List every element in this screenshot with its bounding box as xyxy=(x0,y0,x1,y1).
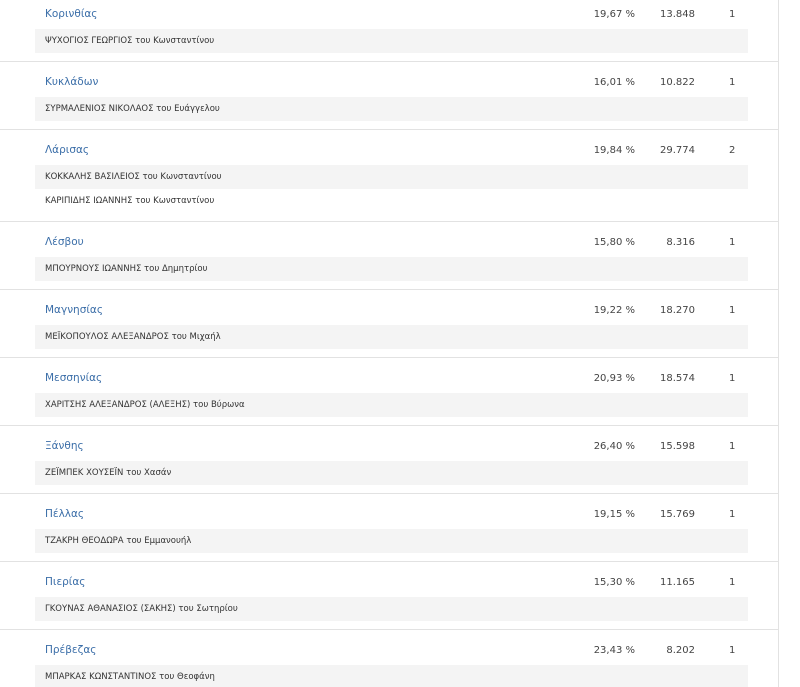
votes: 13.848 xyxy=(660,9,695,20)
percent: 19,15 % xyxy=(593,509,635,520)
region-row: Κορινθίας 19,67 % 13.848 1 ΨΥΧΟΓΙΟΣ ΓΕΩΡΓΙΟΣ… xyxy=(0,0,778,62)
percent: 19,67 % xyxy=(593,9,635,20)
votes: 11.165 xyxy=(660,577,695,588)
region-row: Κυκλάδων 16,01 % 10.822 1 ΣΥΡΜΑΛΕΝΙΟΣ ΝΙΚΟΛΑ… xyxy=(0,62,778,130)
region-row: Λέσβου 15,80 % 8.316 1 ΜΠΟΥΡΝΟΥΣ ΙΩΑΝΝΗΣ του… xyxy=(0,222,778,290)
votes: 18.574 xyxy=(660,373,695,384)
votes: 29.774 xyxy=(660,145,695,156)
candidate: ΨΥΧΟΓΙΟΣ ΓΕΩΡΓΙΟΣ του Κωνσταντίνου xyxy=(35,29,748,53)
seats: 1 xyxy=(729,9,736,20)
votes: 18.270 xyxy=(660,305,695,316)
seats: 1 xyxy=(729,577,736,588)
percent: 15,80 % xyxy=(593,237,635,248)
candidate: ΖΕΪΜΠΕΚ ΧΟΥΣΕΪΝ του Χασάν xyxy=(35,461,748,485)
seats: 2 xyxy=(729,145,736,156)
region-link[interactable]: Μαγνησίας xyxy=(45,304,104,316)
percent: 15,30 % xyxy=(593,577,635,588)
region-link[interactable]: Λέσβου xyxy=(45,236,84,248)
region-link[interactable]: Πρέβεζας xyxy=(45,644,97,656)
region-link[interactable]: Μεσσηνίας xyxy=(45,372,103,384)
seats: 1 xyxy=(729,373,736,384)
region-row: Πρέβεζας 23,43 % 8.202 1 ΜΠΑΡΚΑΣ ΚΩΝΣΤΑΝΤΙΝΟ… xyxy=(0,630,778,687)
percent: 19,84 % xyxy=(593,145,635,156)
region-link[interactable]: Πέλλας xyxy=(45,508,85,520)
region-row: Μαγνησίας 19,22 % 18.270 1 ΜΕΪΚΟΠΟΥΛΟΣ ΑΛΕΞΑ… xyxy=(0,290,778,358)
seats: 1 xyxy=(729,441,736,452)
percent: 23,43 % xyxy=(593,645,635,656)
votes: 15.598 xyxy=(660,441,695,452)
candidate: ΤΖΑΚΡΗ ΘΕΟΔΩΡΑ του Εμμανουήλ xyxy=(35,529,748,553)
percent: 19,22 % xyxy=(593,305,635,316)
region-row: Ξάνθης 26,40 % 15.598 1 ΖΕΪΜΠΕΚ ΧΟΥΣΕΪΝ του … xyxy=(0,426,778,494)
seats: 1 xyxy=(729,509,736,520)
region-link[interactable]: Ξάνθης xyxy=(45,440,84,452)
candidate: ΜΠΑΡΚΑΣ ΚΩΝΣΤΑΝΤΙΝΟΣ του Θεοφάνη xyxy=(35,665,748,687)
seats: 1 xyxy=(729,645,736,656)
seats: 1 xyxy=(729,305,736,316)
candidate: ΣΥΡΜΑΛΕΝΙΟΣ ΝΙΚΟΛΑΟΣ του Ευάγγελου xyxy=(35,97,748,121)
region-row: Μεσσηνίας 20,93 % 18.574 1 ΧΑΡΙΤΣΗΣ ΑΛΕΞΑΝΔΡ… xyxy=(0,358,778,426)
region-link[interactable]: Πιερίας xyxy=(45,576,86,588)
votes: 10.822 xyxy=(660,77,695,88)
percent: 20,93 % xyxy=(593,373,635,384)
candidate: ΧΑΡΙΤΣΗΣ ΑΛΕΞΑΝΔΡΟΣ (ΑΛΕΞΗΣ) του Βύρωνα xyxy=(35,393,748,417)
region-row: Πιερίας 15,30 % 11.165 1 ΓΚΟΥΝΑΣ ΑΘΑΝΑΣΙΟΣ (… xyxy=(0,562,778,630)
region-link[interactable]: Κυκλάδων xyxy=(45,76,99,88)
votes: 15.769 xyxy=(660,509,695,520)
candidate: ΚΑΡΙΠΙΔΗΣ ΙΩΑΝΝΗΣ του Κωνσταντίνου xyxy=(45,196,215,206)
candidate: ΜΠΟΥΡΝΟΥΣ ΙΩΑΝΝΗΣ του Δημητρίου xyxy=(35,257,748,281)
region-row: Λάρισας 19,84 % 29.774 2 ΚΟΚΚΑΛΗΣ ΒΑΣΙΛΕΙΟΣ … xyxy=(0,130,778,222)
votes: 8.202 xyxy=(666,645,695,656)
region-row: Πέλλας 19,15 % 15.769 1 ΤΖΑΚΡΗ ΘΕΟΔΩΡΑ του Ε… xyxy=(0,494,778,562)
right-border xyxy=(778,0,779,687)
region-link[interactable]: Λάρισας xyxy=(45,144,90,156)
percent: 26,40 % xyxy=(593,441,635,452)
seats: 1 xyxy=(729,237,736,248)
seats: 1 xyxy=(729,77,736,88)
percent: 16,01 % xyxy=(593,77,635,88)
region-link[interactable]: Κορινθίας xyxy=(45,8,98,20)
candidate: ΜΕΪΚΟΠΟΥΛΟΣ ΑΛΕΞΑΝΔΡΟΣ του Μιχαήλ xyxy=(35,325,748,349)
candidate: ΓΚΟΥΝΑΣ ΑΘΑΝΑΣΙΟΣ (ΣΑΚΗΣ) του Σωτηρίου xyxy=(35,597,748,621)
candidate: ΚΟΚΚΑΛΗΣ ΒΑΣΙΛΕΙΟΣ του Κωνσταντίνου xyxy=(35,165,748,189)
votes: 8.316 xyxy=(666,237,695,248)
